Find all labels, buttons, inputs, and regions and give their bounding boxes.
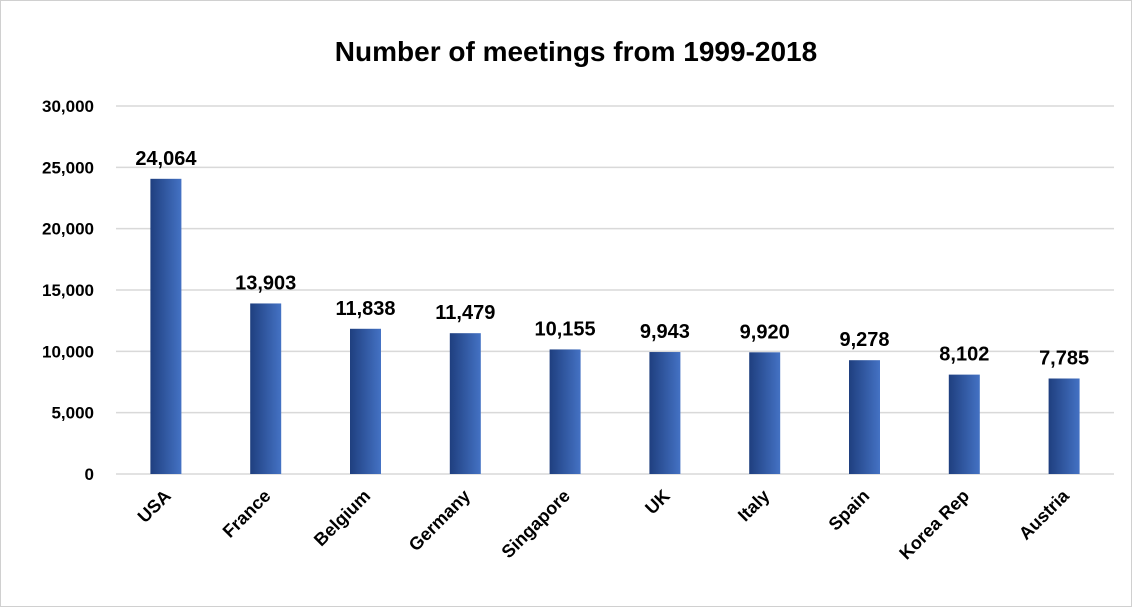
data-label: 7,785 [1039,348,1089,370]
bar-france [250,303,282,474]
bar-italy [749,352,781,474]
y-tick-label: 20,000 [42,220,94,239]
x-axis-categories: USA France Belgium Germany Singapore UK Italy S… [134,485,1074,564]
bar-singapore [549,349,581,474]
category-label: Singapore [498,486,574,562]
bar-uk [649,352,681,474]
y-tick-label: 15,000 [42,281,94,300]
data-label: 24,064 [135,148,197,170]
y-tick-label: 10,000 [42,342,94,361]
category-label: Italy [734,486,774,526]
bar-germany [449,333,481,474]
data-label: 9,943 [640,321,690,343]
category-label: Spain [825,486,874,535]
category-label: Austria [1015,485,1074,544]
category-label: USA [134,486,175,527]
category-label: Belgium [310,486,374,550]
chart-title: Number of meetings from 1999-2018 [335,36,817,67]
y-tick-label: 5,000 [51,404,94,423]
bar-austria [1048,378,1080,474]
bars [150,178,1080,474]
data-label: 8,102 [939,344,989,366]
y-axis-ticks: 0 5,000 10,000 15,000 20,000 25,000 30,000 [42,97,94,484]
bar-usa [150,178,182,474]
data-label: 10,155 [535,318,596,340]
bar-korea-rep [948,374,980,474]
bar-spain [849,360,880,474]
data-label: 11,479 [435,302,495,324]
category-label: Korea Rep [895,486,973,564]
category-label: Germany [405,486,474,555]
data-label: 9,278 [839,329,889,351]
y-tick-label: 0 [85,465,94,484]
gridlines [116,105,1114,475]
data-label: 9,920 [740,321,790,343]
y-tick-label: 30,000 [42,97,94,116]
data-label: 11,838 [335,298,395,320]
data-labels: 24,064 13,903 11,838 11,479 10,155 9,943 9,920… [135,148,1089,370]
y-tick-label: 25,000 [42,158,94,177]
category-label: France [219,486,275,542]
data-label: 13,903 [235,272,296,294]
bar-belgium [350,328,381,474]
category-label: UK [641,486,674,519]
